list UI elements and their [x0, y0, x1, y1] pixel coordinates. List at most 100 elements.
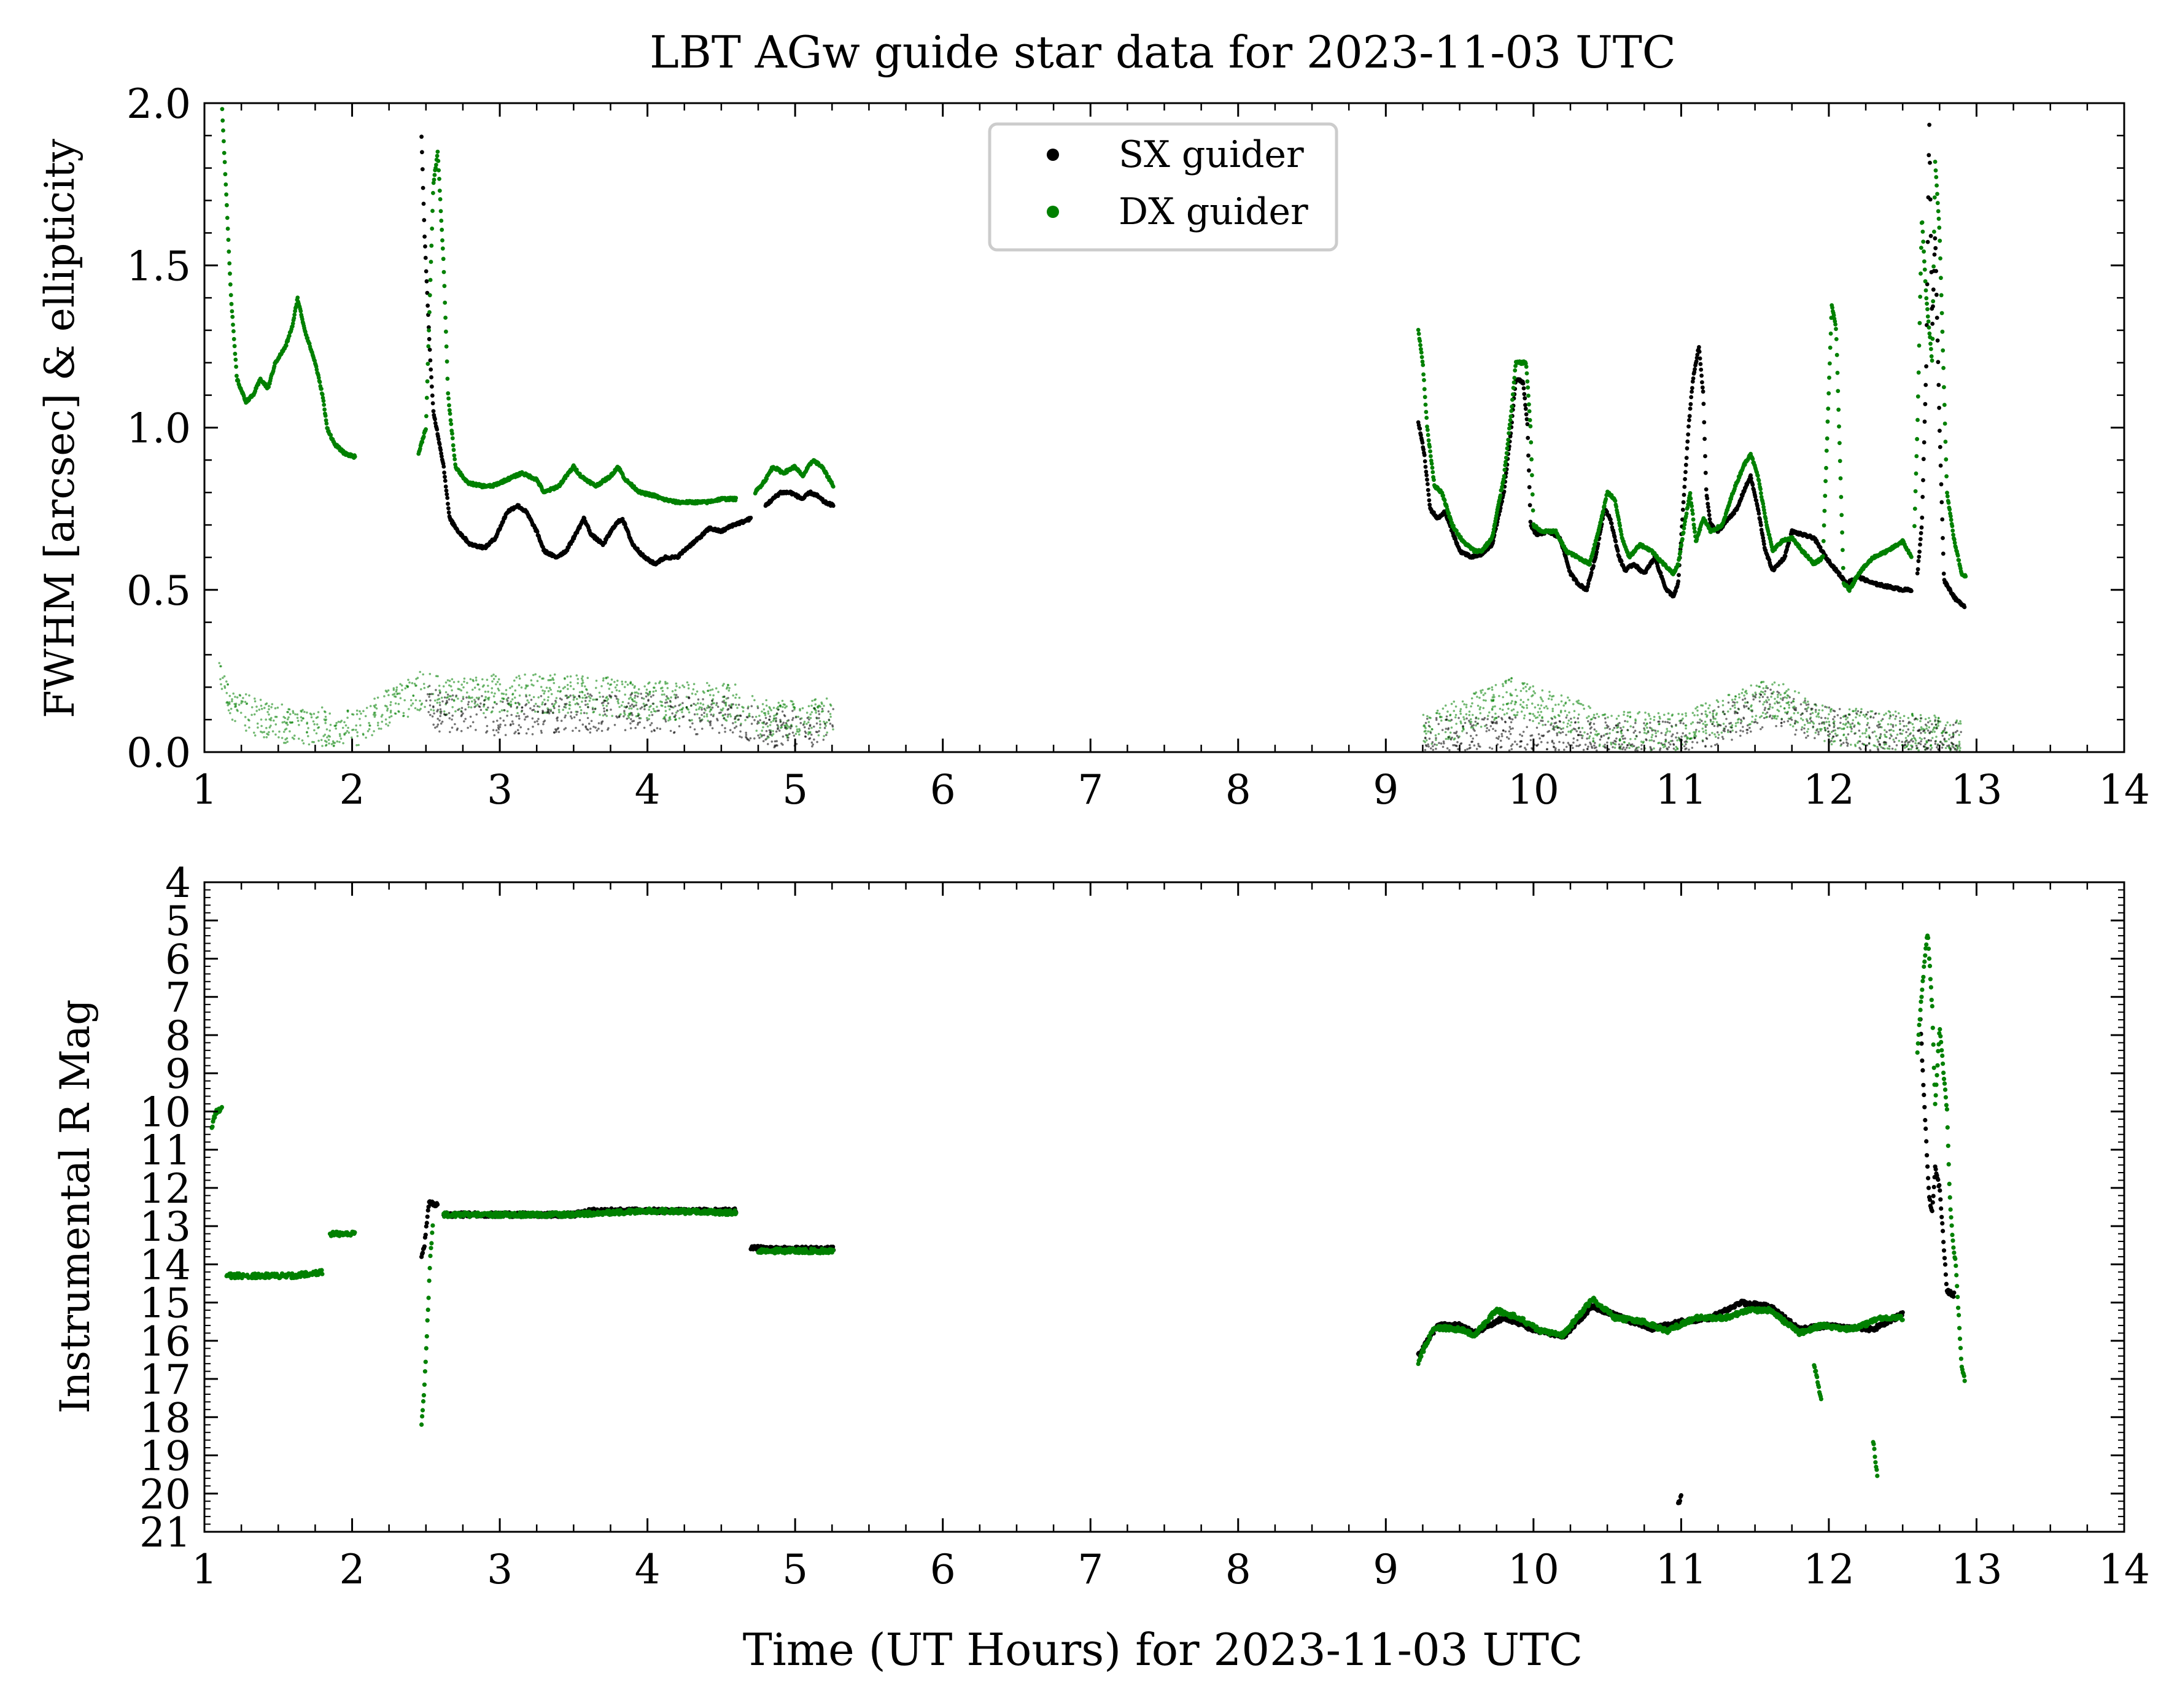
- sx-ellipticity-point: [1742, 716, 1745, 719]
- sx-ellipticity-point: [448, 717, 451, 720]
- dx-ellipticity-point: [1698, 730, 1701, 733]
- dx-ellipticity-point: [773, 717, 775, 720]
- sx-ellipticity-point: [1868, 726, 1871, 729]
- dx-ellipticity-point: [1626, 715, 1629, 717]
- dx-ellipticity-point: [518, 694, 521, 697]
- dx-ellipticity-point: [1620, 732, 1623, 735]
- dx-ellipticity-point: [627, 697, 631, 700]
- dx-ellipticity-point: [462, 686, 465, 689]
- sx-ellipticity-point: [1768, 707, 1771, 710]
- sx-ellipticity-point: [1717, 725, 1719, 728]
- dx-ellipticity-point: [1436, 709, 1439, 712]
- sx-ellipticity-point: [1906, 739, 1908, 742]
- dx-ellipticity-point: [511, 698, 514, 701]
- dx-ellipticity-point: [1855, 707, 1858, 710]
- dx-ellipticity-point: [1727, 694, 1730, 696]
- dx-ellipticity-point: [1533, 715, 1536, 717]
- sx-ellipticity-point: [637, 723, 639, 726]
- sx-ellipticity-point: [790, 724, 793, 728]
- sx-ellipticity-point: [1680, 720, 1682, 722]
- dx-ellipticity-point: [1655, 732, 1657, 734]
- sx-ellipticity-point: [757, 734, 759, 737]
- dx-ellipticity-point: [424, 705, 426, 708]
- dx-ellipticity-point: [1431, 728, 1434, 731]
- sx-ellipticity-point: [1643, 722, 1645, 724]
- dx-ellipticity-point: [734, 721, 737, 723]
- dx-ellipticity-point: [1424, 729, 1427, 732]
- sx-ellipticity-point: [664, 718, 667, 721]
- dx-ellipticity-point: [265, 736, 268, 739]
- sx-ellipticity-point: [677, 710, 679, 712]
- sx-ellipticity-point: [653, 729, 656, 731]
- sx-ellipticity-point: [1769, 703, 1771, 706]
- dx-ellipticity-point: [1522, 687, 1525, 689]
- sx-ellipticity-point: [724, 727, 726, 729]
- dx-ellipticity-point: [574, 703, 577, 705]
- dx-ellipticity-point: [779, 705, 782, 708]
- dx-ellipticity-point: [693, 683, 696, 685]
- dx-ellipticity-point: [1773, 716, 1775, 720]
- sx-ellipticity-point: [769, 715, 771, 718]
- dx-ellipticity-point: [1701, 704, 1704, 707]
- dx-ellipticity-point: [1775, 717, 1778, 720]
- sx-fwhm-point: [427, 347, 432, 352]
- dx-ellipticity-point: [1928, 716, 1930, 720]
- dx-ellipticity-point: [1691, 712, 1694, 714]
- dx-ellipticity-point: [336, 740, 339, 743]
- dx-ellipticity-point: [751, 695, 754, 697]
- sx-ellipticity-point: [1939, 740, 1942, 743]
- dx-ellipticity-point: [540, 686, 543, 688]
- sx-ellipticity-point: [499, 726, 502, 728]
- sx-ellipticity-point: [1712, 710, 1715, 713]
- sx-ellipticity-point: [483, 703, 485, 706]
- dx-ellipticity-point: [1512, 708, 1515, 711]
- dx-ellipticity-point: [585, 688, 588, 691]
- dx-ellipticity-point: [1705, 723, 1709, 726]
- sx-ellipticity-point: [1748, 726, 1751, 729]
- sx-ellipticity-point: [581, 723, 584, 726]
- sx-ellipticity-point: [739, 735, 741, 738]
- sx-fwhm-point: [1609, 521, 1614, 526]
- sx-ellipticity-point: [1434, 743, 1436, 746]
- dx-ellipticity-point: [1861, 732, 1864, 735]
- sx-ellipticity-point: [1832, 718, 1834, 721]
- dx-ellipticity-point: [1888, 717, 1891, 720]
- sx-ellipticity-point: [572, 729, 574, 732]
- dx-ellipticity-point: [381, 713, 384, 716]
- dx-ellipticity-point: [654, 689, 658, 692]
- dx-ellipticity-point: [678, 686, 681, 689]
- dx-ellipticity-point: [1459, 720, 1462, 723]
- dx-ellipticity-point: [584, 685, 586, 688]
- sx-ellipticity-point: [1556, 732, 1558, 735]
- dx-ellipticity-point: [1522, 701, 1525, 704]
- dx-ellipticity-point: [732, 694, 734, 697]
- sx-ellipticity-point: [1514, 740, 1516, 743]
- sx-fwhm-point: [1707, 513, 1712, 518]
- dx-ellipticity-point: [821, 702, 823, 705]
- dx-ellipticity-point: [755, 729, 758, 732]
- dx-ellipticity-point: [681, 708, 683, 711]
- dx-ellipticity-point: [1588, 715, 1590, 718]
- dx-ellipticity-point: [301, 739, 304, 742]
- sx-ellipticity-point: [1936, 746, 1938, 749]
- dx-ellipticity-point: [317, 726, 320, 729]
- sx-fwhm-point: [1685, 439, 1690, 444]
- dx-ellipticity-point: [407, 678, 409, 681]
- sx-ellipticity-point: [509, 724, 512, 727]
- dx-ellipticity-point: [788, 726, 791, 728]
- dx-ellipticity-point: [1864, 732, 1866, 735]
- dx-ellipticity-point: [310, 716, 313, 719]
- sx-ellipticity-point: [768, 718, 770, 721]
- dx-ellipticity-point: [550, 693, 553, 696]
- dx-ellipticity-point: [1880, 746, 1883, 748]
- dx-ellipticity-point: [493, 701, 496, 704]
- dx-ellipticity-point: [1532, 713, 1534, 715]
- sx-ellipticity-point: [1809, 713, 1812, 715]
- sx-ellipticity-point: [1473, 744, 1476, 747]
- dx-ellipticity-point: [1796, 712, 1799, 714]
- sx-ellipticity-point: [451, 694, 454, 697]
- sx-ellipticity-point: [1491, 721, 1494, 724]
- sx-ellipticity-point: [656, 727, 659, 729]
- dx-ellipticity-point: [702, 703, 705, 706]
- sx-ellipticity-point: [502, 701, 504, 703]
